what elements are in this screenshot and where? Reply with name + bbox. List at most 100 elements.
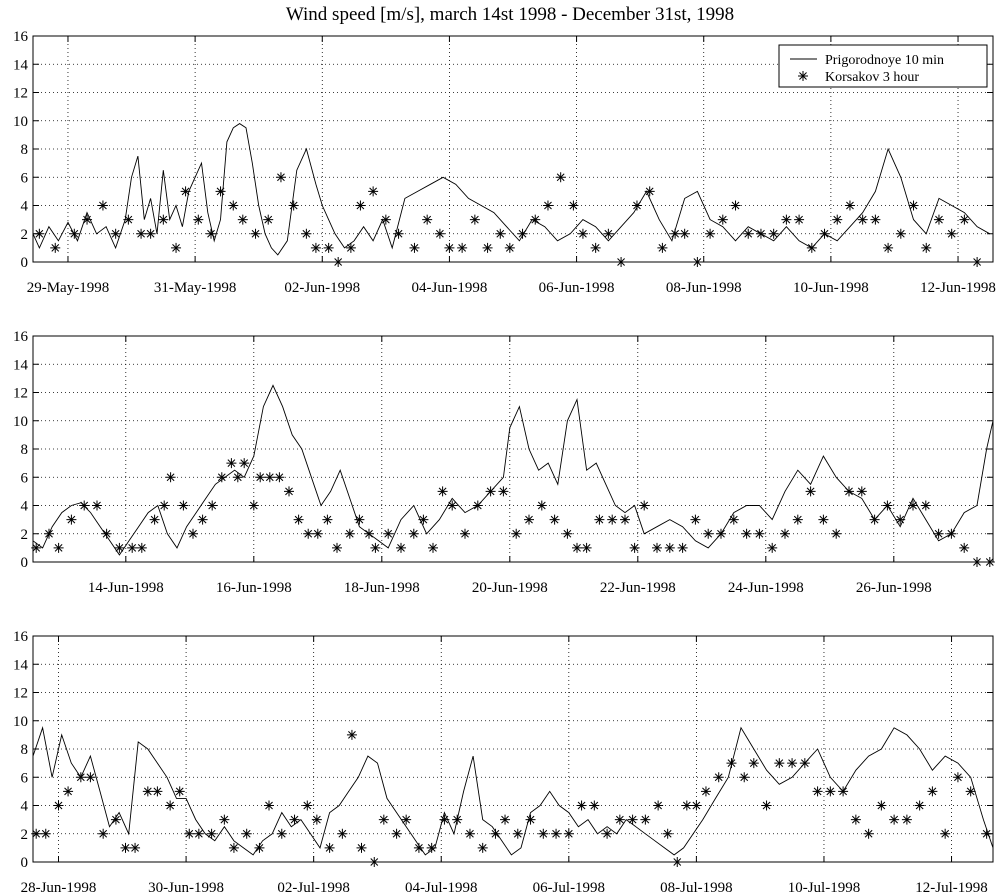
- korsakov-point: [490, 828, 501, 839]
- korsakov-point: [226, 458, 237, 469]
- korsakov-point: [831, 528, 842, 539]
- korsakov-point: [293, 514, 304, 525]
- korsakov-point: [178, 500, 189, 511]
- korsakov-point: [700, 786, 711, 797]
- korsakov-point: [895, 514, 906, 525]
- korsakov-point: [174, 786, 185, 797]
- korsakov-point: [536, 500, 547, 511]
- korsakov-point: [31, 828, 42, 839]
- korsakov-point: [422, 214, 433, 225]
- y-tick-label: 4: [21, 799, 29, 815]
- panel-3-prigorodnoye-line: [32, 726, 994, 856]
- korsakov-point: [301, 228, 312, 239]
- korsakov-point: [408, 528, 419, 539]
- korsakov-point: [755, 228, 766, 239]
- y-tick-label: 4: [21, 199, 29, 215]
- x-tick-label: 14-Jun-1998: [88, 580, 164, 596]
- korsakov-point: [302, 800, 313, 811]
- korsakov-point: [563, 828, 574, 839]
- korsakov-point: [768, 228, 779, 239]
- panel-2-prigorodnoye-line: [32, 384, 994, 556]
- korsakov-point: [787, 758, 798, 769]
- korsakov-point: [356, 842, 367, 853]
- x-tick-label: 06-Jul-1998: [533, 880, 606, 896]
- korsakov-point: [368, 186, 379, 197]
- x-tick-label: 30-Jun-1998: [148, 880, 224, 896]
- korsakov-point: [908, 500, 918, 511]
- korsakov-point: [662, 828, 673, 839]
- x-tick-label: 10-Jun-1998: [793, 280, 869, 296]
- korsakov-point: [452, 814, 463, 825]
- y-tick-label: 12: [13, 686, 28, 702]
- korsakov-point: [705, 228, 716, 239]
- korsakov-point: [85, 772, 96, 783]
- korsakov-point: [500, 814, 511, 825]
- korsakov-point: [530, 214, 541, 225]
- y-tick-label: 6: [21, 470, 29, 486]
- korsakov-point: [396, 542, 406, 553]
- korsakov-point: [370, 542, 381, 553]
- korsakov-point: [206, 228, 217, 239]
- korsakov-point: [409, 242, 420, 253]
- y-tick-label: 10: [13, 114, 28, 130]
- korsakov-point: [165, 800, 176, 811]
- korsakov-point: [799, 758, 810, 769]
- korsakov-point: [495, 228, 506, 239]
- korsakov-point: [882, 500, 893, 511]
- korsakov-point: [870, 214, 881, 225]
- korsakov-point: [568, 200, 579, 211]
- korsakov-point: [780, 528, 790, 539]
- korsakov-point: [616, 257, 627, 267]
- korsakov-point: [75, 772, 86, 783]
- korsakov-point: [728, 514, 739, 525]
- korsakov-point: [889, 814, 900, 825]
- y-tick-label: 0: [21, 255, 29, 271]
- y-tick-label: 10: [13, 714, 28, 730]
- korsakov-point: [761, 800, 772, 811]
- korsakov-point: [346, 729, 357, 740]
- korsakov-point: [581, 542, 592, 553]
- panels-group: 0 2 4 6 8 10 12 14 16 29-May-1998 31-May-1998 02-Ju…: [13, 29, 996, 896]
- y-tick-label: 4: [21, 499, 29, 515]
- korsakov-point: [428, 542, 438, 553]
- korsakov-point: [193, 828, 204, 839]
- korsakov-point: [69, 228, 80, 239]
- korsakov-point: [136, 542, 147, 553]
- korsakov-point: [664, 542, 675, 553]
- korsakov-point: [713, 772, 724, 783]
- korsakov-point: [380, 214, 391, 225]
- korsakov-point: [284, 486, 294, 497]
- korsakov-point: [542, 200, 553, 211]
- x-tick-label: 16-Jun-1998: [216, 580, 292, 596]
- panel-3: 0 2 4 6 8 10 12 14 16 28-Jun-1998 30-Jun-1998 02-Ju…: [13, 629, 994, 896]
- korsakov-point: [312, 528, 323, 539]
- korsakov-point: [690, 514, 701, 525]
- korsakov-point: [672, 857, 683, 867]
- korsakov-point: [193, 214, 204, 225]
- korsakov-point: [239, 458, 250, 469]
- korsakov-point: [511, 528, 522, 539]
- korsakov-point: [717, 214, 728, 225]
- korsakov-point: [774, 758, 785, 769]
- korsakov-point: [136, 228, 147, 239]
- x-tick-label: 02-Jun-1998: [284, 280, 360, 296]
- korsakov-point: [538, 828, 549, 839]
- korsakov-point: [620, 514, 630, 525]
- y-tick-label: 2: [21, 527, 29, 543]
- korsakov-point: [354, 514, 365, 525]
- korsakov-point: [730, 200, 741, 211]
- korsakov-point: [691, 800, 702, 811]
- y-tick-label: 14: [13, 357, 29, 373]
- korsakov-point: [355, 200, 366, 211]
- legend: Prigorodnoye 10 min Korsakov 3 hour: [778, 44, 988, 88]
- korsakov-point: [310, 242, 321, 253]
- korsakov-point: [805, 486, 816, 497]
- korsakov-point: [145, 228, 156, 239]
- korsakov-point: [477, 842, 488, 853]
- korsakov-point: [589, 800, 600, 811]
- korsakov-point: [850, 814, 861, 825]
- legend-box: [778, 44, 988, 88]
- korsakov-point: [344, 528, 355, 539]
- korsakov-point: [792, 514, 803, 525]
